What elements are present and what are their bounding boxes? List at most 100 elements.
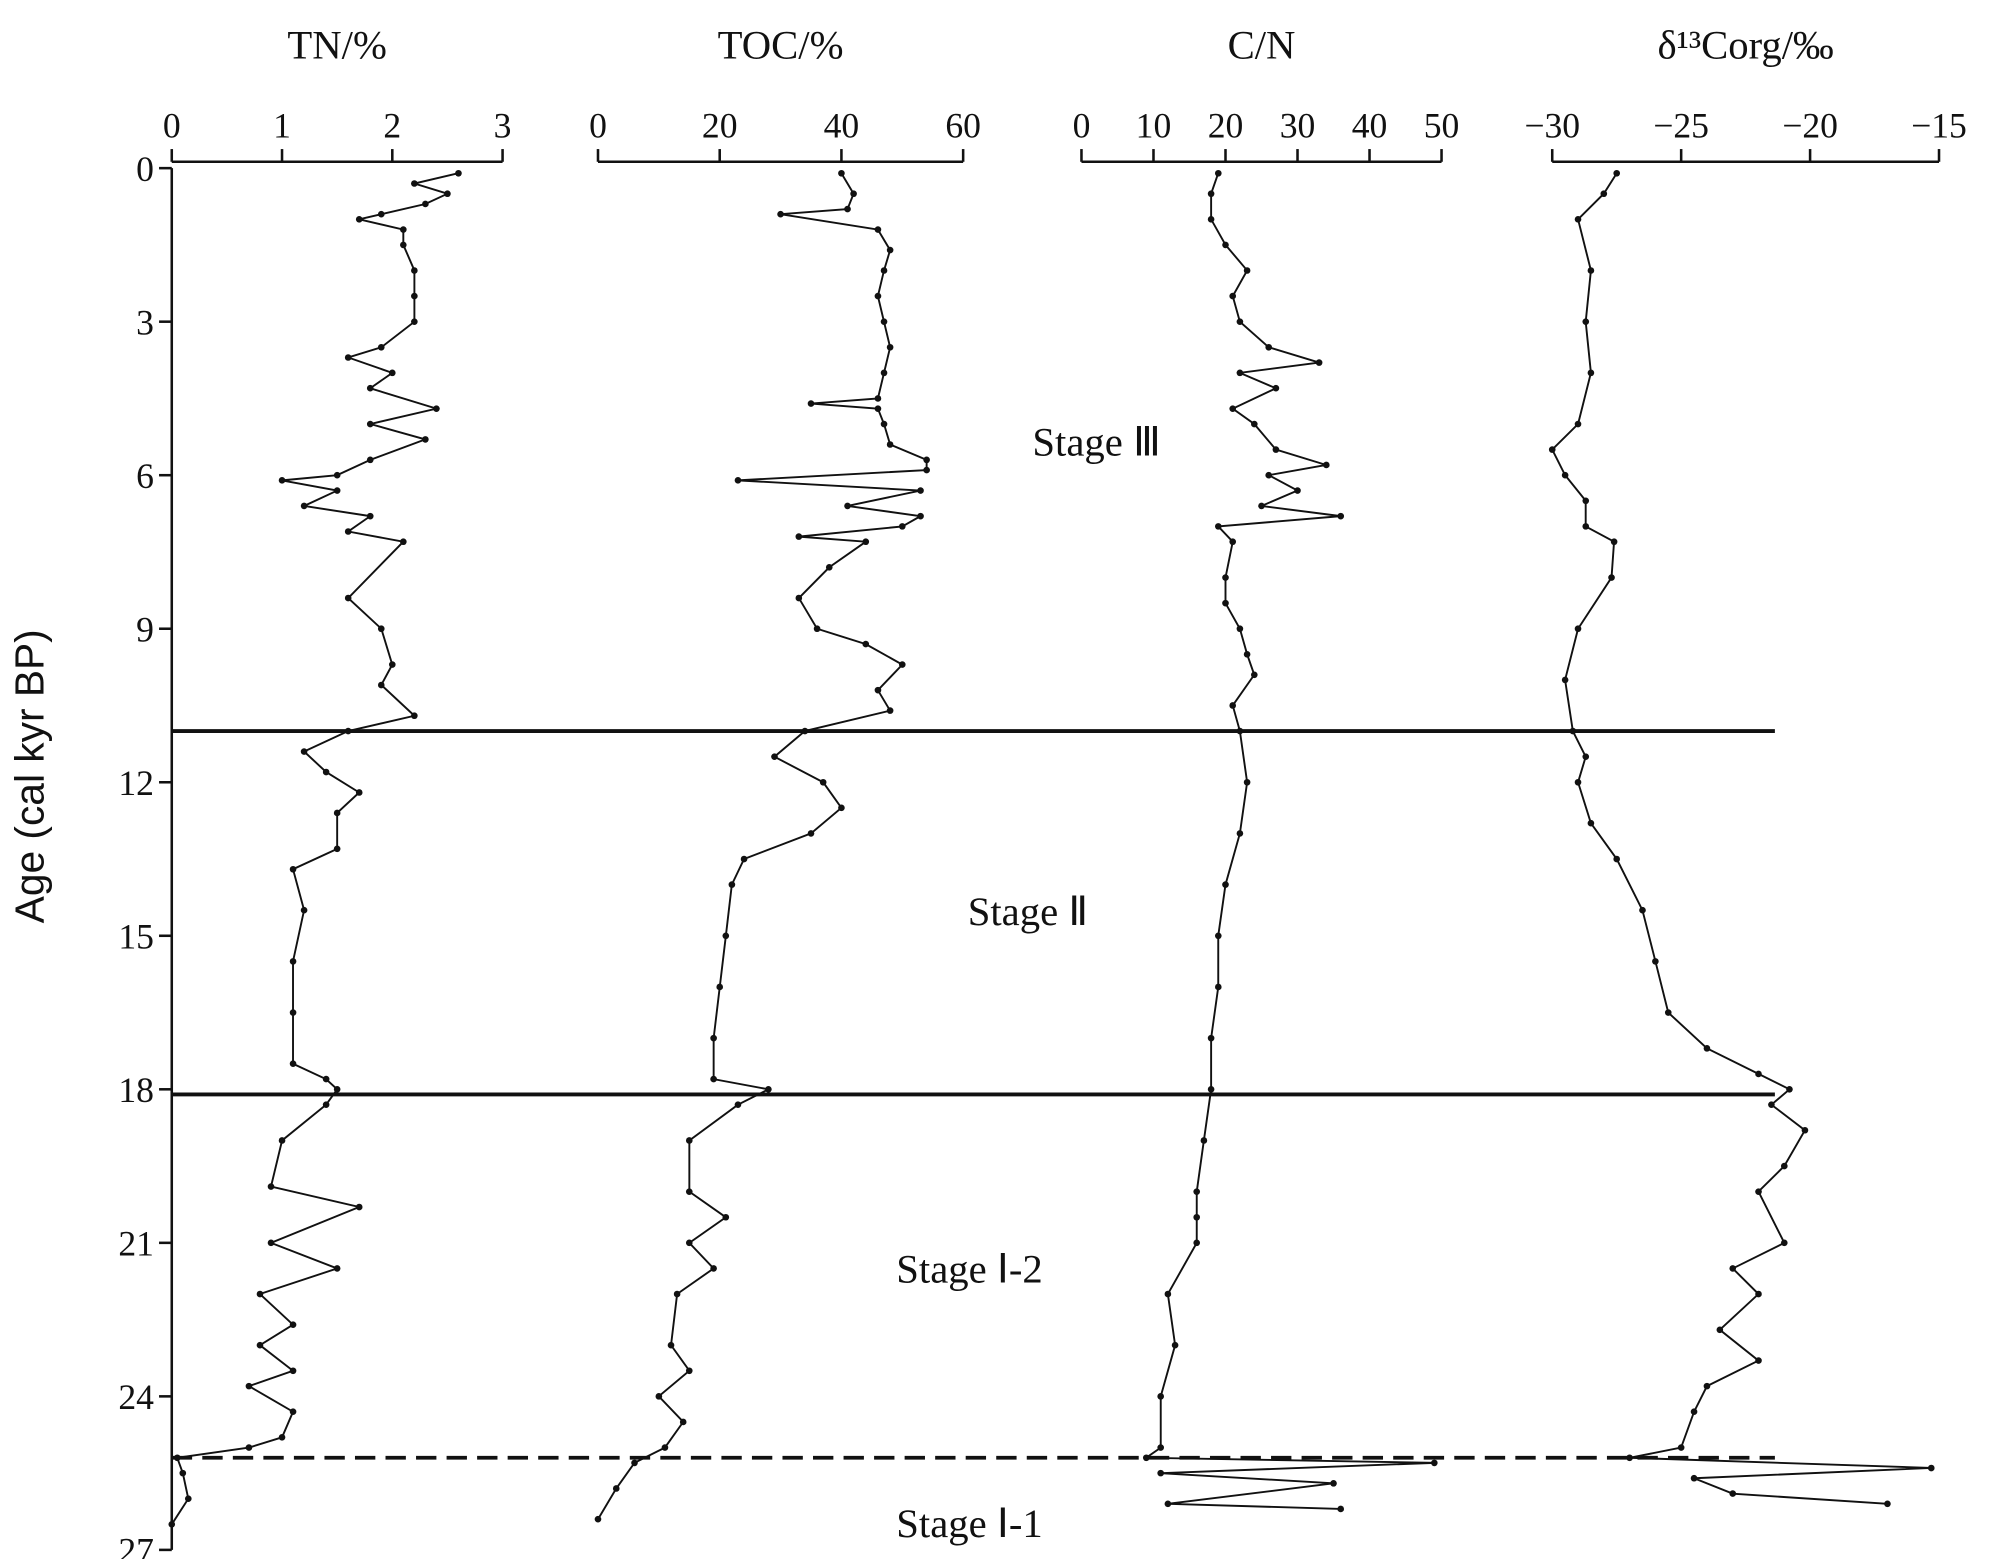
data-point [777, 210, 784, 218]
data-point [322, 768, 330, 776]
data-point [1229, 702, 1237, 709]
data-point [1193, 1213, 1201, 1221]
data-point [422, 436, 429, 443]
data-point [685, 1367, 693, 1375]
y-tick-label: 6 [136, 456, 154, 496]
data-point [880, 369, 888, 377]
data-point [1574, 625, 1582, 633]
data-point [411, 180, 418, 187]
data-point [377, 210, 385, 218]
data-point [886, 246, 894, 254]
data-point [1574, 778, 1582, 786]
data-point [168, 1520, 176, 1528]
data-point [1250, 420, 1258, 428]
data-point [771, 753, 778, 760]
data-point [594, 1515, 602, 1523]
panel-title: C/N [1228, 23, 1296, 68]
data-point [1755, 1290, 1762, 1298]
data-point [1337, 512, 1345, 520]
data-point [1801, 1126, 1809, 1134]
data-point [874, 395, 882, 402]
data-point [807, 830, 815, 837]
data-point [1626, 1454, 1633, 1462]
data-point [289, 1367, 297, 1375]
data-point [1729, 1490, 1737, 1497]
data-point [679, 1418, 687, 1426]
data-point [874, 226, 882, 233]
x-tick-label: −25 [1653, 106, 1709, 146]
data-point [278, 477, 286, 484]
data-point [1755, 1357, 1762, 1364]
data-point [1222, 574, 1229, 581]
data-point [1582, 523, 1590, 530]
x-tick-label: 10 [1136, 106, 1172, 146]
data-point [923, 466, 930, 474]
data-point [433, 405, 440, 412]
data-point [400, 226, 407, 233]
data-point [377, 681, 385, 689]
data-point [1323, 461, 1330, 469]
data-point [722, 1213, 730, 1221]
data-point [1294, 487, 1301, 494]
data-point [850, 190, 857, 198]
data-point [245, 1444, 253, 1451]
data-point [1207, 190, 1215, 198]
data-point [612, 1485, 620, 1492]
data-point [1600, 190, 1608, 198]
x-tick-label: 1 [273, 106, 291, 146]
data-point [1214, 523, 1222, 530]
data-point [333, 1086, 341, 1093]
data-point [1272, 446, 1280, 453]
data-point [377, 625, 385, 633]
data-point [1236, 318, 1244, 325]
data-point [1574, 216, 1582, 223]
data-point [289, 958, 297, 965]
x-tick-label: 20 [1208, 106, 1244, 146]
data-point [366, 456, 374, 464]
data-point [245, 1382, 253, 1390]
data-point [685, 1239, 693, 1247]
data-point [377, 343, 385, 351]
panel-title: TOC/% [718, 23, 844, 68]
data-point [344, 354, 352, 361]
data-point [333, 471, 341, 479]
data-point [400, 241, 407, 249]
data-point [355, 789, 363, 796]
data-point [886, 343, 894, 351]
data-point [1587, 267, 1595, 274]
data-point [844, 502, 851, 510]
data-point [1214, 983, 1222, 991]
data-point [886, 707, 894, 714]
data-point [1142, 1454, 1150, 1462]
data-point [184, 1495, 192, 1503]
data-point [1561, 676, 1569, 684]
x-tick-label: −20 [1782, 106, 1838, 146]
y-tick-label: 3 [136, 302, 154, 342]
stage-label: Stage Ⅰ-2 [896, 1247, 1043, 1292]
data-point [1729, 1265, 1737, 1272]
x-tick-label: 2 [383, 106, 401, 146]
data-point [1337, 1505, 1345, 1513]
data-point [300, 748, 308, 755]
y-tick-label: 27 [118, 1531, 154, 1559]
data-point [1258, 502, 1265, 510]
data-point [1431, 1459, 1438, 1467]
data-point [366, 384, 374, 392]
stage-label: Stage Ⅲ [1032, 420, 1161, 465]
data-point [874, 292, 882, 300]
data-point [765, 1086, 772, 1093]
x-tick-label: 40 [824, 106, 860, 146]
data-point [880, 267, 888, 274]
x-tick-label: 60 [945, 106, 981, 146]
data-point [1236, 625, 1244, 633]
data-point [333, 845, 341, 853]
data-point [1587, 369, 1595, 377]
data-point [1171, 1341, 1179, 1349]
data-point [355, 1203, 363, 1211]
data-point [631, 1459, 638, 1467]
data-point [819, 778, 827, 786]
data-point [740, 855, 748, 863]
data-point [1780, 1239, 1788, 1247]
data-point [289, 1408, 297, 1416]
